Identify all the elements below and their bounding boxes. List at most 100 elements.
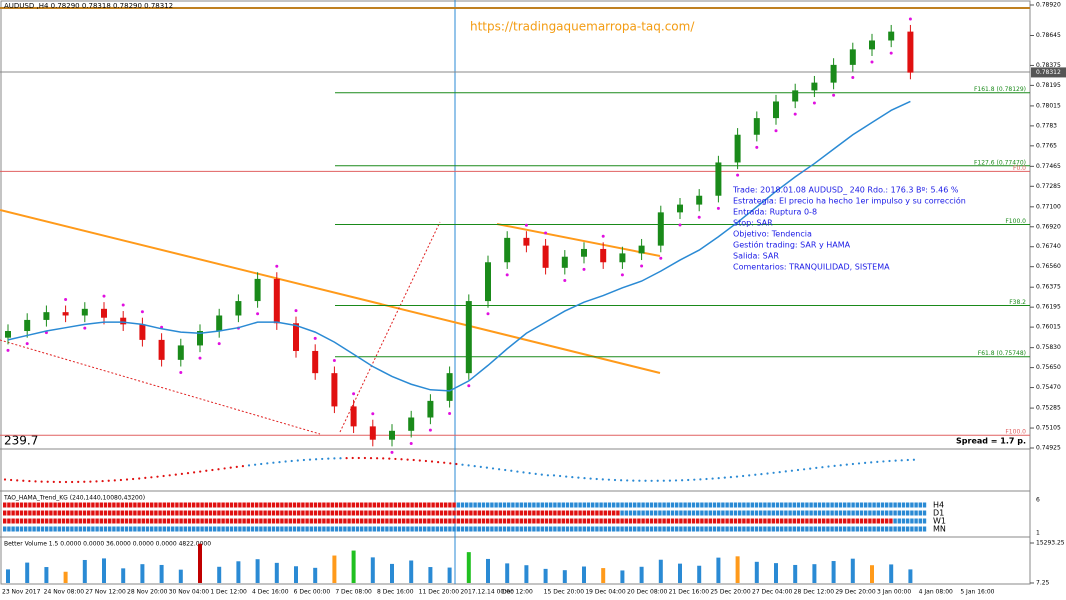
hama-cell: [393, 510, 397, 516]
hama-cell: [456, 510, 460, 516]
hama-cell: [742, 502, 746, 508]
hama-cell: [91, 518, 95, 524]
hama-cell: [271, 510, 276, 516]
hama-cell: [381, 526, 385, 532]
volume-bar: [524, 565, 529, 583]
hama-cell: [66, 518, 70, 524]
hama-cell: [792, 502, 796, 508]
volume-bar: [44, 567, 49, 583]
hama-cell: [586, 502, 591, 508]
oscillator-dot: [58, 480, 62, 484]
hama-cell: [326, 502, 330, 508]
hama-cell: [864, 526, 868, 532]
hama-cell: [427, 526, 431, 532]
hama-cell: [675, 510, 679, 516]
hama-cell: [712, 518, 717, 524]
hama-cell: [150, 518, 154, 524]
hama-cell: [721, 510, 725, 516]
hama-cell: [141, 502, 145, 508]
hama-cell: [696, 502, 700, 508]
hama-cell: [40, 518, 45, 524]
hama-cell: [355, 526, 360, 532]
hama-cell: [292, 502, 297, 508]
hama-cell: [45, 510, 49, 516]
x-tick-label: 2017.12.14 00:00: [460, 589, 514, 596]
oscillator-dot: [571, 476, 574, 479]
hama-cell: [511, 502, 515, 508]
oscillator-dot: [699, 478, 702, 481]
hama-cell: [179, 526, 183, 532]
sar-dot: [678, 223, 682, 227]
sar-dot: [851, 76, 855, 80]
x-tick-label: 4 Dec 16:00: [252, 589, 289, 596]
oscillator-dot: [321, 457, 324, 461]
hama-cell: [448, 518, 452, 524]
hama-cell: [116, 502, 120, 508]
hama-cell: [32, 526, 36, 532]
hama-cell: [885, 518, 889, 524]
oscillator-dot: [687, 478, 690, 482]
hama-cell: [61, 526, 66, 532]
hama-cell: [817, 502, 822, 508]
oscillator-dot: [894, 459, 897, 462]
hama-cell: [523, 526, 528, 532]
hama-cell: [91, 510, 95, 516]
sar-dot: [755, 145, 759, 149]
hama-cell: [444, 510, 448, 516]
oscillator-dot: [729, 476, 733, 479]
hama-cell: [246, 510, 250, 516]
hama-cell: [385, 518, 389, 524]
y-tick-label: 0.77465: [1036, 163, 1061, 170]
hama-cell: [263, 502, 267, 508]
hama-cell: [364, 526, 368, 532]
hama-cell: [540, 526, 544, 532]
hama-cell: [906, 518, 910, 524]
hama-cell: [826, 502, 830, 508]
hama-cell: [246, 518, 250, 524]
hama-cell: [313, 526, 318, 532]
hama-cell: [582, 502, 586, 508]
hama-cell: [641, 502, 645, 508]
sar-dot: [428, 428, 432, 432]
candle-body: [43, 312, 50, 320]
hama-cell: [171, 502, 175, 508]
hama-cell: [645, 518, 649, 524]
volume-bar: [6, 569, 10, 583]
hama-cell: [339, 510, 343, 516]
hama-cell: [460, 526, 465, 532]
hama-cell: [45, 518, 49, 524]
hama-cell: [502, 518, 507, 524]
sar-dot: [121, 303, 125, 307]
hama-cell: [280, 526, 284, 532]
hama-cell: [213, 510, 217, 516]
hama-cell: [158, 510, 162, 516]
candle-body: [139, 324, 146, 340]
oscillator-dot: [540, 473, 543, 476]
hama-cell: [465, 526, 469, 532]
hama-cell: [591, 510, 595, 516]
volume-bar: [908, 569, 913, 583]
hama-cell: [129, 526, 133, 532]
fibo-label: F127.6 (0.77470): [974, 159, 1026, 166]
candle-body: [24, 319, 31, 332]
sar-dot: [83, 326, 87, 330]
hama-cell: [507, 518, 511, 524]
sar-dot: [832, 93, 836, 97]
oscillator-dot: [217, 468, 220, 471]
oscillator-dot: [485, 466, 488, 469]
oscillator-dot: [241, 465, 244, 468]
volume-bar: [716, 557, 721, 583]
candle-body: [869, 40, 875, 50]
candle-body: [177, 345, 184, 360]
candle-body: [485, 262, 491, 302]
hama-cell: [322, 518, 326, 524]
hama-cell: [418, 526, 423, 532]
sar-dot: [812, 101, 816, 105]
hama-cell: [851, 526, 855, 532]
hama-cell: [889, 518, 893, 524]
candle-body: [523, 237, 530, 246]
hama-cell: [607, 510, 612, 516]
hama-cell: [607, 518, 612, 524]
hama-cell: [519, 526, 523, 532]
